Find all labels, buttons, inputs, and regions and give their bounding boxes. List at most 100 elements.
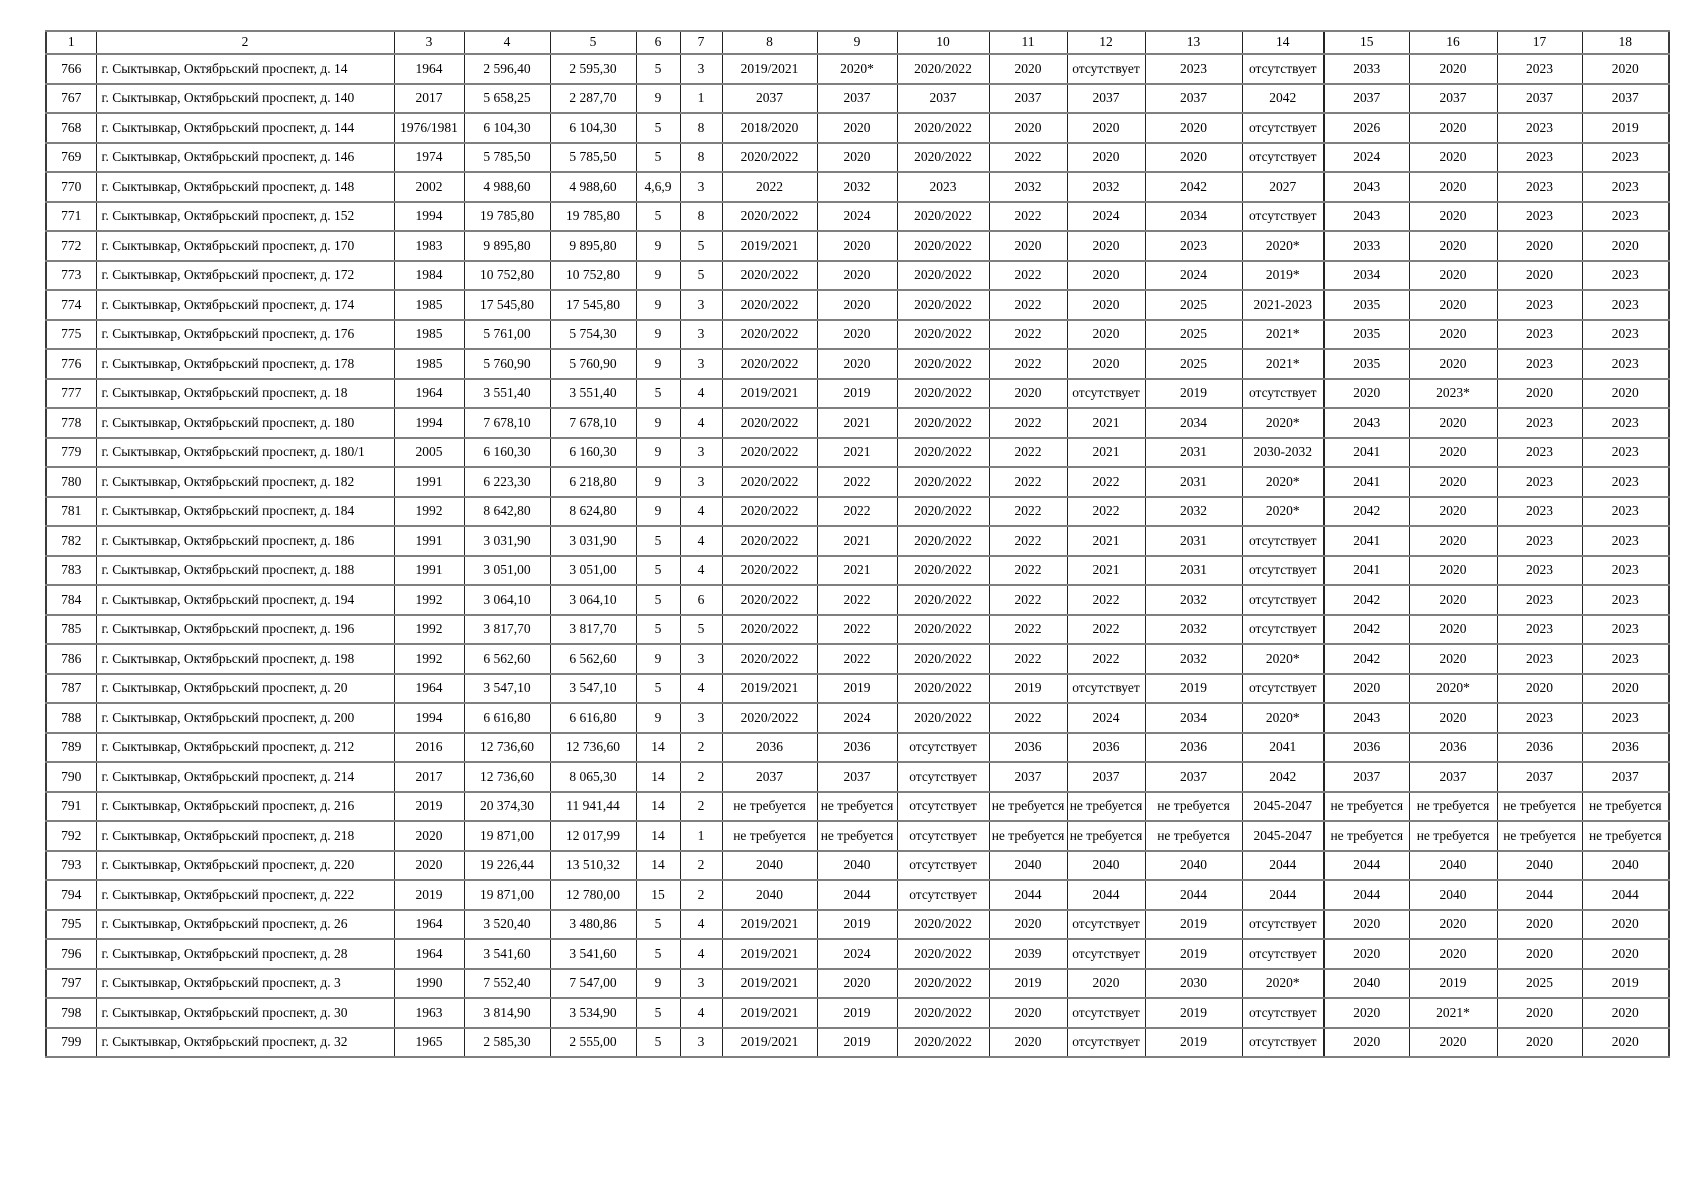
table-cell: 2019 — [1144, 908, 1243, 940]
table-cell: 1992 — [393, 584, 465, 616]
table-cell: 2020 — [1323, 938, 1410, 970]
table-cell: 5 — [635, 997, 681, 1029]
table-cell: 2037 — [816, 82, 898, 114]
table-cell: 2020 — [1408, 908, 1498, 940]
table-cell: 2023 — [1581, 466, 1670, 498]
table-cell: 1964 — [393, 938, 465, 970]
table-cell: 3 — [679, 1026, 723, 1058]
table-cell: 5 760,90 — [463, 348, 551, 380]
table-cell: 2023 — [1496, 318, 1583, 350]
table-cell: 1994 — [393, 407, 465, 439]
table-cell: 2032 — [1144, 495, 1243, 527]
table-row-773: 773 г. Сыктывкар, Октябрьский проспект, д… — [45, 259, 1670, 291]
table-cell: 6 160,30 — [463, 436, 551, 468]
table-cell: 4 — [679, 525, 723, 557]
table-cell: 1992 — [393, 613, 465, 645]
table-cell: 2019 — [1581, 967, 1670, 999]
table-cell: 9 — [635, 702, 681, 734]
table-cell: 2020 — [816, 967, 898, 999]
table-cell: 2032 — [988, 171, 1068, 203]
table-cell: 2020/2022 — [721, 436, 818, 468]
table-cell: 2023 — [1581, 702, 1670, 734]
table-cell: 2037 — [1144, 761, 1243, 793]
table-cell: 2044 — [1581, 879, 1670, 911]
table-cell: 2020/2022 — [721, 495, 818, 527]
table-cell: 1963 — [393, 997, 465, 1029]
table-cell: 2020 — [1581, 1026, 1670, 1058]
table-cell: отсутствует — [896, 731, 990, 763]
table-cell: 2018/2020 — [721, 112, 818, 144]
table-row-770: 770 г. Сыктывкар, Октябрьский проспект, д… — [45, 171, 1670, 203]
table-cell: 2022 — [988, 613, 1068, 645]
table-cell: 769 — [45, 141, 97, 173]
table-cell: 2040 — [1066, 849, 1146, 881]
table-cell: 5 — [635, 938, 681, 970]
table-cell: 2030-2032 — [1241, 436, 1325, 468]
table-cell: 2019 — [816, 377, 898, 409]
table-cell: 2021 — [1066, 554, 1146, 586]
table-cell: 2022 — [816, 584, 898, 616]
table-cell: 2030 — [1144, 967, 1243, 999]
table-cell: 2020/2022 — [721, 525, 818, 557]
table-cell: 2019/2021 — [721, 938, 818, 970]
table-cell: 5 — [635, 613, 681, 645]
table-cell: 2020/2022 — [721, 702, 818, 734]
table-cell: 2022 — [816, 643, 898, 675]
address-cell: г. Сыктывкар, Октябрьский проспект, д. 1… — [95, 584, 395, 616]
table-cell: отсутствует — [1241, 112, 1325, 144]
table-cell: 2040 — [1323, 967, 1410, 999]
table-cell: 2021-2023 — [1241, 289, 1325, 321]
table-cell: 2037 — [1066, 761, 1146, 793]
table-cell: 2043 — [1323, 407, 1410, 439]
table-cell: 2022 — [1066, 495, 1146, 527]
table-cell: 1994 — [393, 702, 465, 734]
table-cell: 2022 — [1066, 613, 1146, 645]
table-cell: 2020 — [1496, 377, 1583, 409]
table-cell: 3 064,10 — [549, 584, 637, 616]
table-cell: 2020/2022 — [721, 407, 818, 439]
table-cell: 2036 — [1323, 731, 1410, 763]
table-cell: 2042 — [1323, 613, 1410, 645]
address-cell: г. Сыктывкар, Октябрьский проспект, д. 1… — [95, 289, 395, 321]
table-cell: 2020/2022 — [896, 436, 990, 468]
table-cell: 5 — [679, 230, 723, 262]
table-row-782: 782 г. Сыктывкар, Октябрьский проспект, д… — [45, 525, 1670, 557]
table-cell: 2020/2022 — [896, 1026, 990, 1058]
table-cell: 2024 — [816, 200, 898, 232]
table-cell: 2021* — [1241, 318, 1325, 350]
table-cell: 2023 — [1496, 348, 1583, 380]
table-cell: 2036 — [1496, 731, 1583, 763]
table-cell: 2025 — [1144, 289, 1243, 321]
table-cell: 2019 — [816, 672, 898, 704]
table-cell: 3 551,40 — [463, 377, 551, 409]
table-cell: 2036 — [721, 731, 818, 763]
table-cell: 2020/2022 — [896, 643, 990, 675]
table-cell: 2034 — [1144, 407, 1243, 439]
table-cell: 19 785,80 — [549, 200, 637, 232]
address-cell: г. Сыктывкар, Октябрьский проспект, д. 2… — [95, 879, 395, 911]
table-cell: 787 — [45, 672, 97, 704]
table-cell: 2023 — [1581, 348, 1670, 380]
table-cell: 788 — [45, 702, 97, 734]
table-cell: 2023 — [1581, 141, 1670, 173]
table-cell: 2035 — [1323, 318, 1410, 350]
table-cell: 2023 — [1496, 171, 1583, 203]
table-cell: 2023 — [1581, 171, 1670, 203]
table-cell: 2022 — [1066, 584, 1146, 616]
table-cell: 9 — [635, 82, 681, 114]
table-cell: 2019/2021 — [721, 908, 818, 940]
table-cell: 2034 — [1323, 259, 1410, 291]
table-cell: отсутствует — [1066, 53, 1146, 85]
table-cell: 2020/2022 — [896, 613, 990, 645]
table-cell: 2020 — [1408, 200, 1498, 232]
table-cell: 2020 — [1581, 672, 1670, 704]
table-cell: 1985 — [393, 289, 465, 321]
table-cell: не требуется — [988, 820, 1068, 852]
table-cell: 2022 — [988, 584, 1068, 616]
table-cell: 7 552,40 — [463, 967, 551, 999]
table-cell: 2019/2021 — [721, 53, 818, 85]
table-cell: 2022 — [988, 289, 1068, 321]
table-cell: 2020 — [1408, 112, 1498, 144]
table-cell: 2032 — [1144, 643, 1243, 675]
table-cell: 1983 — [393, 230, 465, 262]
